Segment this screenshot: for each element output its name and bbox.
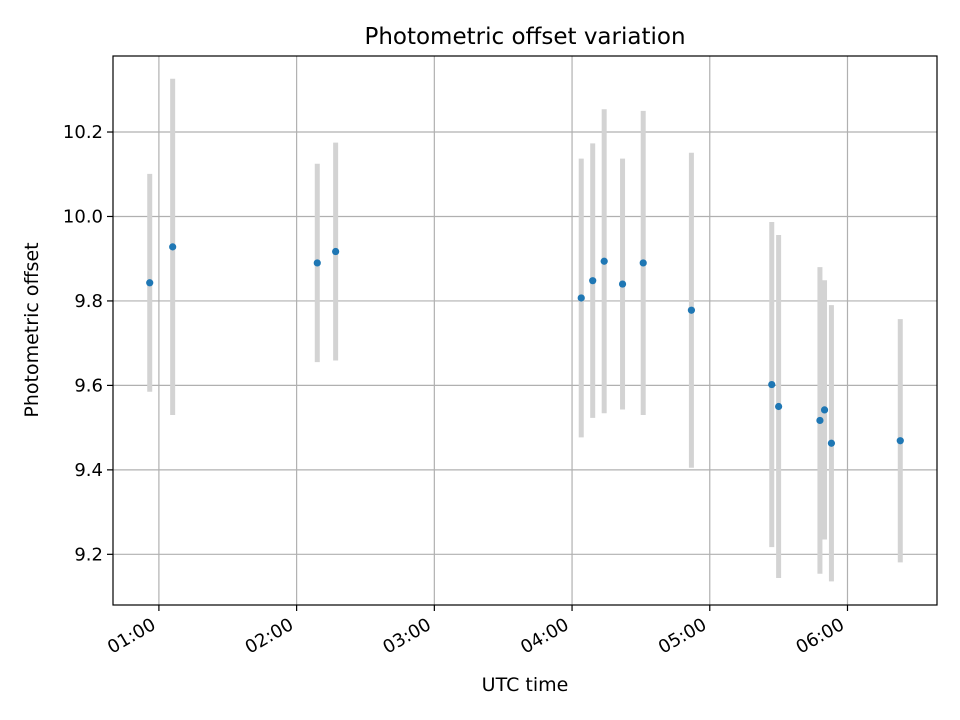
data-points (146, 243, 904, 447)
x-tick-label: 03:00 (379, 614, 434, 658)
data-point (639, 259, 647, 267)
x-tick-label: 05:00 (655, 614, 710, 658)
y-axis-label: Photometric offset (21, 242, 43, 417)
data-point (768, 380, 776, 389)
data-point (827, 439, 836, 447)
x-tick-label: 04:00 (517, 614, 572, 658)
data-point (618, 280, 627, 288)
data-point (313, 259, 321, 267)
error-bars (147, 78, 903, 582)
chart-title: Photometric offset variation (364, 24, 685, 50)
y-tick-label: 10.0 (63, 206, 103, 227)
data-point (146, 279, 154, 287)
x-tick-label: 02:00 (242, 614, 297, 658)
data-point (332, 247, 340, 256)
data-point (577, 294, 585, 302)
x-axis-label: UTC time (482, 674, 569, 696)
data-point (816, 416, 824, 425)
data-point (169, 243, 177, 251)
y-tick-label: 9.2 (74, 544, 103, 565)
data-point (687, 306, 696, 314)
plot-frame (112, 55, 938, 606)
y-tick-label: 9.8 (74, 291, 103, 312)
data-point (896, 437, 904, 445)
data-point (820, 406, 829, 414)
x-tick-label: 06:00 (793, 614, 848, 658)
y-axis-ticks: 9.2 9.4 9.6 9.8 10.0 10.2 (63, 122, 113, 565)
y-tick-label: 10.2 (63, 122, 103, 143)
data-point (775, 402, 783, 411)
data-point (589, 277, 597, 285)
x-tick-label: 01:00 (104, 614, 159, 658)
y-tick-label: 9.6 (74, 375, 103, 396)
y-gridlines (113, 131, 937, 555)
data-point (600, 257, 608, 265)
x-axis-ticks: 01:00 02:00 03:00 04:00 05:00 06:00 (104, 605, 849, 658)
y-tick-label: 9.4 (74, 460, 103, 481)
x-gridlines (158, 56, 849, 605)
